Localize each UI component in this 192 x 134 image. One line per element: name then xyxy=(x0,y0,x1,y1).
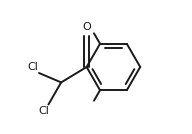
Text: Cl: Cl xyxy=(38,106,49,116)
Text: Cl: Cl xyxy=(27,62,38,72)
Text: O: O xyxy=(82,22,91,32)
